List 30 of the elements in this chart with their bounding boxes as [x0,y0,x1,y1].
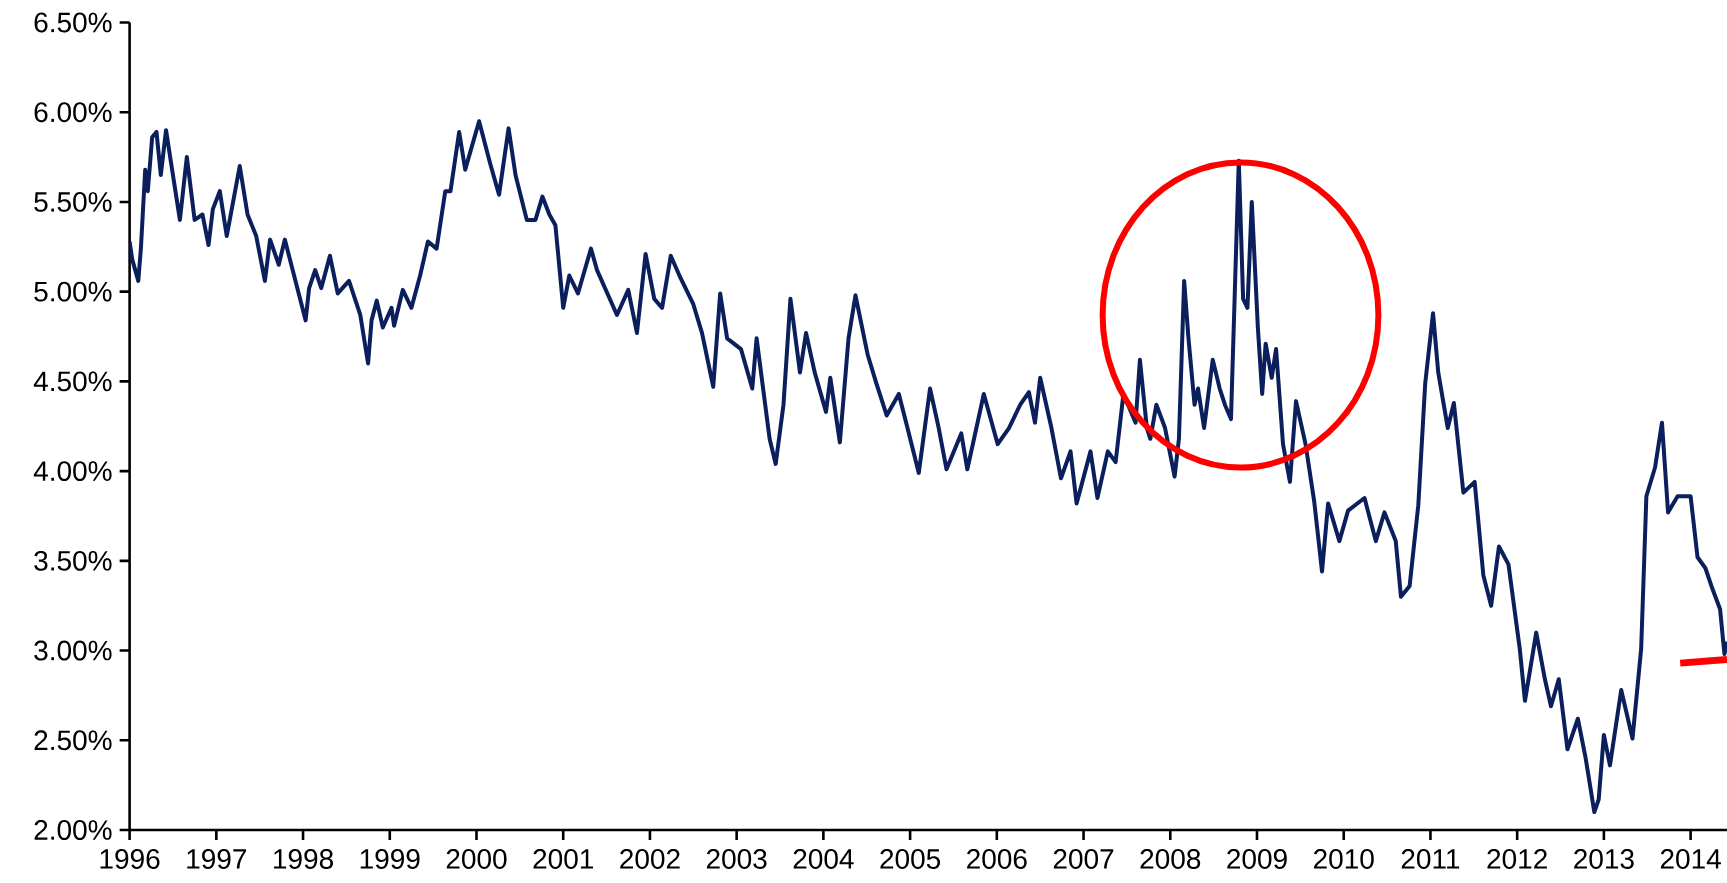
x-tick-label: 2008 [1140,849,1201,869]
y-tick-label: 3.00% [34,640,112,661]
x-tick-label: 2009 [1227,849,1287,869]
x-tick-label: 2001 [533,849,593,869]
y-tick-label: 6.50% [34,12,112,33]
x-tick-label: 2010 [1313,849,1374,869]
x-tick-label: 2004 [793,849,854,869]
x-tick-label: 1996 [100,849,160,869]
line-series [129,119,1727,815]
x-tick-label: 2007 [1053,849,1114,869]
x-tick-label: 2002 [620,849,680,869]
y-tick-label: 5.50% [34,192,112,212]
y-tick-label: 2.00% [34,820,112,840]
x-tick-label: 2014 [1660,849,1721,869]
y-tick-label: 2.50% [34,730,112,751]
y-tick-label: 5.00% [34,281,112,302]
x-tick-label: 1997 [187,849,247,869]
x-tick-label: 2012 [1487,849,1547,869]
y-tick-label: 4.50% [33,371,112,392]
x-tick-label: 2005 [880,849,941,869]
x-tick-label: 1998 [274,849,333,869]
x-tick-label: 2013 [1574,849,1634,869]
x-tick-label: 1999 [360,849,420,869]
x-tick-label: 2003 [706,849,767,869]
y-tick-label: 4.00% [33,461,112,482]
y-tick-label: 6.00% [34,102,112,123]
x-tick-label: 2011 [1401,849,1460,869]
x-tick-label: 2000 [446,849,507,869]
y-tick-label: 3.50% [34,550,112,571]
x-tick-label: 2006 [967,849,1027,869]
